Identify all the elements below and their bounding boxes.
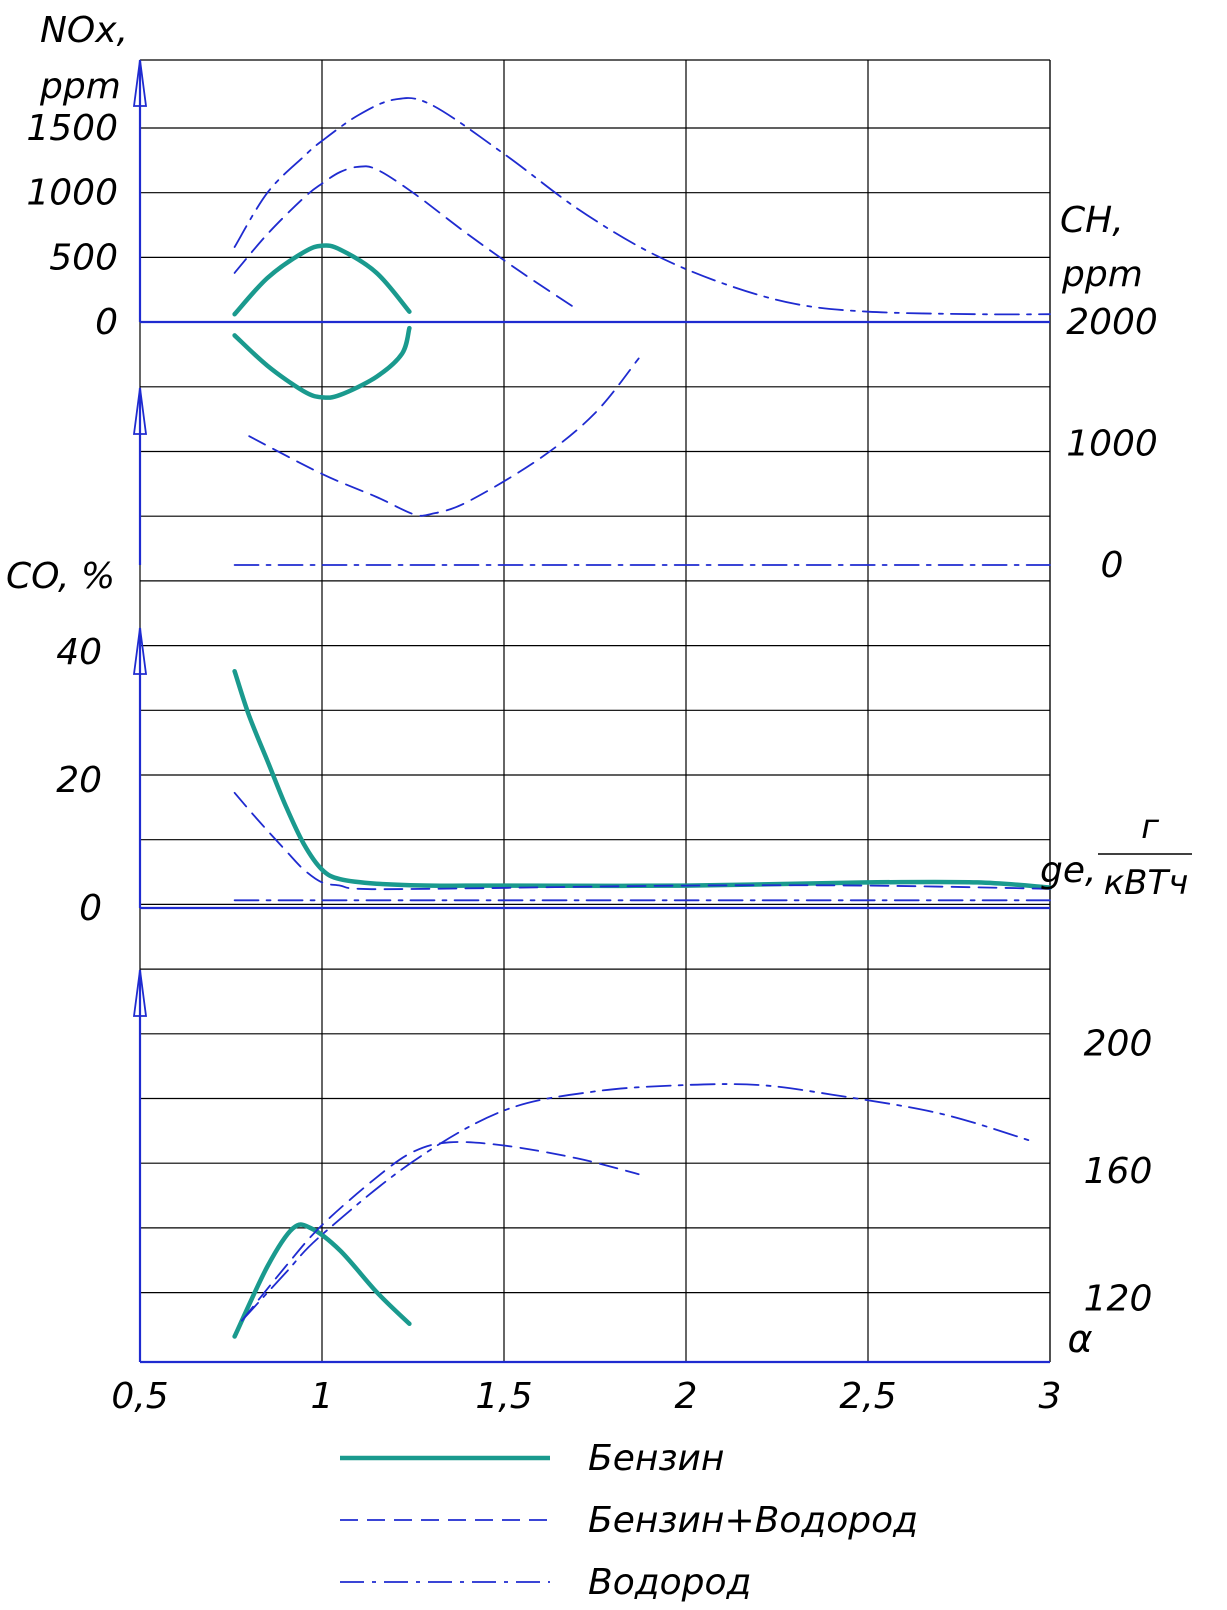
ch-tick-label: 1000 — [1066, 424, 1158, 465]
x-tick-label: 0,5 — [111, 1376, 168, 1417]
nox-tick-label: 1500 — [26, 108, 118, 149]
nox-series-Бензин+Водород — [233, 165, 578, 310]
y-axis-arrow — [132, 59, 148, 107]
co-axis-label: CO, % — [6, 556, 115, 597]
co-series-Бензин — [232, 668, 1053, 890]
ch-tick-label: 2000 — [1066, 302, 1158, 343]
co-tick-label: 20 — [56, 760, 102, 801]
ch-series-Бензин+Водород — [248, 357, 640, 517]
x-tick-label: 1 — [311, 1376, 334, 1417]
ge-tick-label: 200 — [1084, 1024, 1153, 1065]
series-lines — [232, 97, 1053, 1339]
ge-tick-label: 120 — [1084, 1278, 1153, 1319]
co-tick-label: 0 — [79, 888, 102, 929]
y-axis-arrow — [132, 387, 148, 435]
ge-axis-label-prefix: ge, — [1040, 850, 1096, 891]
ch-series-Бензин — [232, 325, 412, 400]
nox-tick-label: 500 — [49, 237, 118, 278]
co-tick-label: 40 — [56, 632, 102, 673]
nox-series-Бензин — [232, 243, 412, 317]
x-axis-label: α — [1067, 1317, 1092, 1361]
ge-axis-label-numerator: г — [1141, 807, 1160, 847]
ge-tick-label: 160 — [1084, 1151, 1153, 1192]
y-axis-arrow — [132, 627, 148, 675]
nox-axis-label-line2: ppm — [39, 66, 121, 107]
axes — [132, 59, 1050, 1364]
ge-series-Водород — [241, 1083, 1037, 1322]
nox-series-Водород — [233, 97, 1051, 316]
baselines — [140, 320, 1050, 910]
nox-tick-label: 1000 — [26, 173, 118, 214]
ch-tick-label: 0 — [1101, 545, 1124, 586]
legend-label-benzin-vodorod: Бензин+Водород — [588, 1500, 918, 1541]
ge-axis-label-denominator: кВТч — [1104, 863, 1189, 903]
co-series-Бензин+Водород — [233, 791, 1051, 891]
y-axis-arrow — [132, 969, 148, 1017]
nox-axis-label-line1: NOx, — [40, 10, 128, 51]
grid — [139, 59, 1051, 1362]
ch-axis-label-line1: CH, — [1060, 200, 1124, 241]
x-tick-label: 3 — [1039, 1376, 1062, 1417]
legend-label-vodorod: Водород — [588, 1562, 751, 1603]
nox-tick-label: 0 — [95, 302, 118, 343]
x-tick-label: 2 — [675, 1376, 698, 1417]
legend: Бензин Бензин+Водород Водород — [340, 1438, 918, 1603]
x-tick-label: 2,5 — [839, 1376, 896, 1417]
ge-series-Бензин+Водород — [241, 1141, 640, 1322]
legend-label-benzin: Бензин — [588, 1438, 724, 1479]
x-tick-label: 1,5 — [475, 1376, 532, 1417]
ge-series-Бензин — [232, 1222, 412, 1339]
ch-axis-label-line2: ppm — [1061, 254, 1143, 295]
